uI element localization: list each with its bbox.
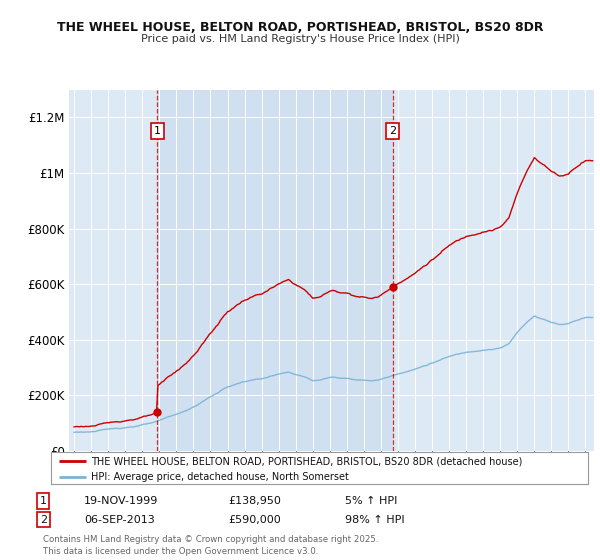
Text: 1: 1 <box>40 496 47 506</box>
Text: HPI: Average price, detached house, North Somerset: HPI: Average price, detached house, Nort… <box>91 472 349 482</box>
Text: 19-NOV-1999: 19-NOV-1999 <box>84 496 158 506</box>
Text: £590,000: £590,000 <box>228 515 281 525</box>
Text: THE WHEEL HOUSE, BELTON ROAD, PORTISHEAD, BRISTOL, BS20 8DR: THE WHEEL HOUSE, BELTON ROAD, PORTISHEAD… <box>57 21 543 34</box>
Text: Contains HM Land Registry data © Crown copyright and database right 2025.
This d: Contains HM Land Registry data © Crown c… <box>43 535 379 556</box>
Text: 2: 2 <box>389 126 396 136</box>
Text: £138,950: £138,950 <box>228 496 281 506</box>
Text: 2: 2 <box>40 515 47 525</box>
Text: 06-SEP-2013: 06-SEP-2013 <box>84 515 155 525</box>
Bar <box>157 90 392 451</box>
Text: 1: 1 <box>154 126 161 136</box>
Text: 98% ↑ HPI: 98% ↑ HPI <box>345 515 404 525</box>
Text: THE WHEEL HOUSE, BELTON ROAD, PORTISHEAD, BRISTOL, BS20 8DR (detached house): THE WHEEL HOUSE, BELTON ROAD, PORTISHEAD… <box>91 456 523 466</box>
Text: Price paid vs. HM Land Registry's House Price Index (HPI): Price paid vs. HM Land Registry's House … <box>140 34 460 44</box>
Text: 5% ↑ HPI: 5% ↑ HPI <box>345 496 397 506</box>
